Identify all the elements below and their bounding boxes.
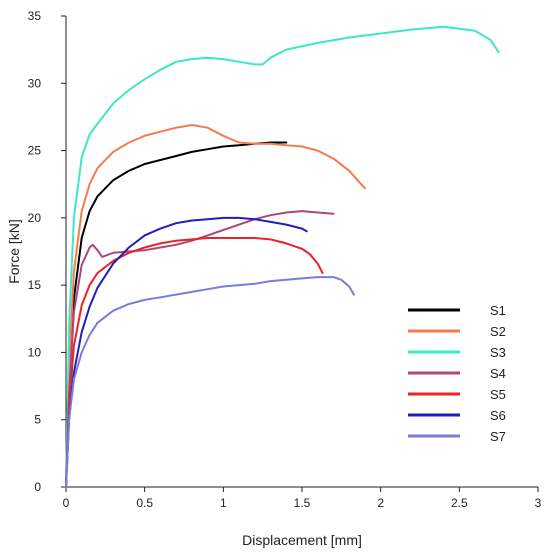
y-tick-label: 25 [28,144,42,158]
legend-label-s7: S7 [490,429,506,444]
x-tick-label: 1.5 [294,496,311,510]
legend-label-s1: S1 [490,303,506,318]
series-line-s1 [65,141,288,488]
legend: S1 S2 S3 S4 S5 S6 S7 [408,303,506,444]
x-tick-label: 3 [535,496,542,510]
legend-label-s3: S3 [490,345,506,360]
x-tick-label: 0 [63,496,70,510]
legend-label-s4: S4 [490,366,506,381]
x-tick-label: 2.5 [451,496,468,510]
series-line-s3 [65,25,500,488]
y-tick-label: 15 [28,278,42,292]
y-tick-label: 10 [28,345,42,359]
x-tick-label: 0.5 [136,496,153,510]
series-line-s4 [65,210,335,488]
legend-label-s5: S5 [490,387,506,402]
axes: 0 5 10 15 20 25 30 35 0 0.5 1 1.5 2 2.5 3 [28,9,542,510]
y-tick-label: 0 [34,480,41,494]
series-line-s5 [65,237,324,488]
y-axis-label: Force [kN] [6,219,22,284]
x-axis-label: Displacement [mm] [242,532,362,548]
x-tick-label: 1 [220,496,227,510]
y-tick-label: 5 [34,413,41,427]
y-tick-label: 20 [28,211,42,225]
series-line-s2 [65,124,366,488]
legend-label-s6: S6 [490,408,506,423]
series-line-s7 [65,276,355,488]
series-layer [65,25,500,488]
legend-label-s2: S2 [490,324,506,339]
series-line-s6 [65,216,308,488]
x-tick-label: 2 [377,496,384,510]
y-tick-label: 30 [28,76,42,90]
y-tick-label: 35 [28,9,42,23]
